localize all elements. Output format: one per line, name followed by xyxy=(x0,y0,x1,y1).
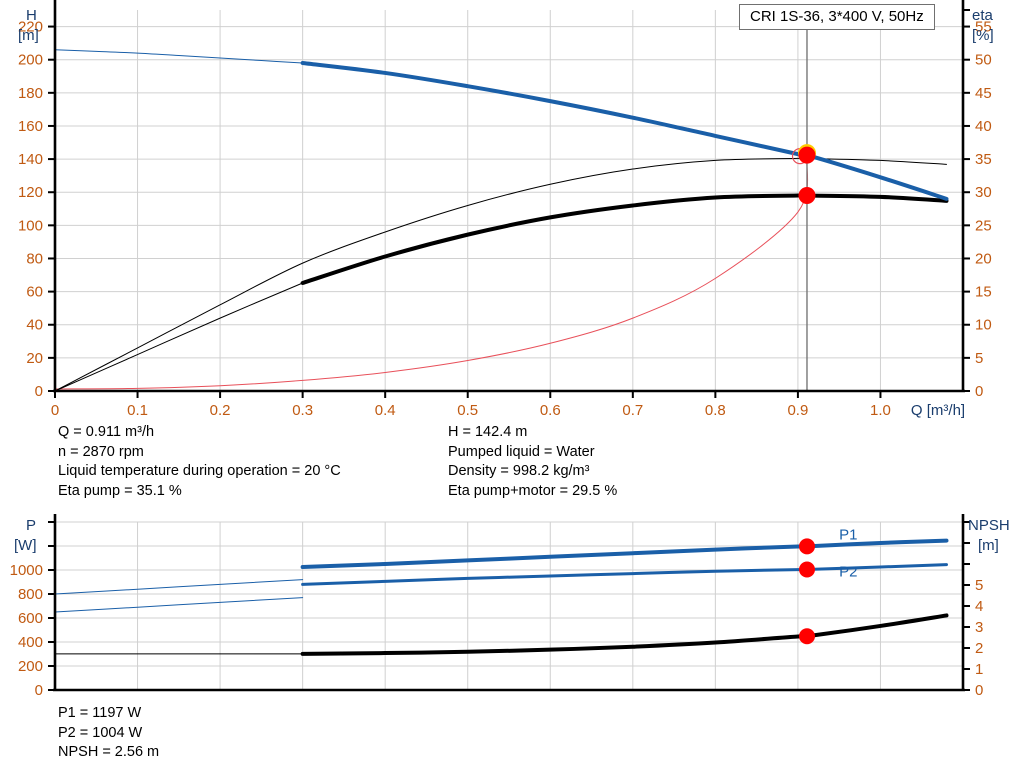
left-axis-unit: [m] xyxy=(18,27,39,44)
left-axis-tick-label: 0 xyxy=(35,383,43,400)
power-npsh-chart: 0 200 400 600 800 1000 0 1 2 3 4 5 P [W] NPSH [m] P1 P2 xyxy=(10,514,1010,699)
right-axis-tick-label: 4 xyxy=(975,598,983,615)
right-axis-tick-label: 45 xyxy=(975,85,992,102)
right-axis-tick-label: 35 xyxy=(975,151,992,168)
right-axis-tick-label: 20 xyxy=(975,250,992,267)
p1-curve xyxy=(300,538,949,569)
info-speed: n = 2870 rpm xyxy=(58,443,144,460)
info-density: Density = 998.2 kg/m³ xyxy=(448,463,590,479)
bottom-chart-group: 0 200 400 600 800 1000 0 1 2 3 4 5 P [W] NPSH [m] P1 P2 xyxy=(10,514,1010,699)
x-axis-tick-label: 0.6 xyxy=(540,402,561,419)
info-p1: P1 = 1197 W xyxy=(58,705,142,721)
info-npsh: NPSH = 2.56 m xyxy=(58,744,160,760)
head-curve xyxy=(300,61,949,201)
left-axis-title: H xyxy=(26,7,37,24)
left-axis-tick-label: 40 xyxy=(26,317,43,334)
duty-point-head xyxy=(798,146,816,164)
right-axis-tick-label: 5 xyxy=(975,577,983,594)
left-axis-tick-label: 1000 xyxy=(10,562,43,579)
right-axis-tick-label: 15 xyxy=(975,284,992,301)
left-axis-tick-label: 600 xyxy=(18,610,43,627)
right-axis-tick-label: 1 xyxy=(975,661,983,678)
p2-curve-thin xyxy=(54,597,304,613)
pump-title-text: CRI 1S-36, 3*400 V, 50Hz xyxy=(750,8,924,25)
left-axis-tick-label: 20 xyxy=(26,350,43,367)
right-axis-tick-label: 55 xyxy=(975,19,992,36)
info-pumped-liquid: Pumped liquid = Water xyxy=(448,443,595,460)
right-axis-title: eta xyxy=(972,7,994,24)
npsh-curve xyxy=(54,157,809,390)
info-head: H = 142.4 m xyxy=(448,424,528,440)
eta-pump-motor-curve xyxy=(300,193,949,285)
right-axis-tick-label: 40 xyxy=(975,118,992,135)
left-axis-tick-label: 160 xyxy=(18,118,43,135)
top-chart-group: 0 20 40 60 80 100 120 140 160 180 200 220 0 5 10 15 20 25… xyxy=(18,0,994,419)
duty-point-eta xyxy=(798,187,816,205)
right-axis-tick-label: 30 xyxy=(975,184,992,201)
right-axis-tick-label: 0 xyxy=(975,383,983,400)
info-flow: Q = 0.911 m³/h xyxy=(58,424,155,440)
left-axis-tick-label: 220 xyxy=(18,19,43,36)
x-axis-tick-label: 0.9 xyxy=(787,402,808,419)
x-axis-tick-label: 0.8 xyxy=(705,402,726,419)
info-eta-pump: Eta pump = 35.1 % xyxy=(58,482,182,499)
right-axis-tick-label: 2 xyxy=(975,640,983,657)
left-axis-unit: [W] xyxy=(14,537,37,554)
info-liquid-temperature: Liquid temperature during operation = 20… xyxy=(58,463,341,479)
left-axis-tick-label: 400 xyxy=(18,634,43,651)
left-axis-tick-label: 200 xyxy=(18,658,43,675)
x-axis-tick-label: 0.7 xyxy=(622,402,643,419)
duty-point-p2 xyxy=(798,561,815,578)
duty-info-right: H = 142.4 m Pumped liquid = Water Densit… xyxy=(448,423,617,501)
p2-curve xyxy=(301,563,948,586)
p1-curve-label: P1 xyxy=(839,526,857,543)
left-axis-tick-label: 200 xyxy=(18,52,43,69)
head-eta-chart: 0 20 40 60 80 100 120 140 160 180 200 220 0 5 10 15 20 25… xyxy=(18,0,994,419)
left-axis-tick-label: 80 xyxy=(26,250,43,267)
x-axis-tick-label: 0.4 xyxy=(375,402,396,419)
x-axis-tick-label: 0.1 xyxy=(127,402,148,419)
left-axis-title: P xyxy=(26,517,36,534)
right-axis-tick-label: 3 xyxy=(975,619,983,636)
right-axis-tick-label: 25 xyxy=(975,217,992,234)
left-axis-tick-label: 0 xyxy=(35,682,43,699)
p2-curve-label: P2 xyxy=(839,564,857,581)
duty-info-left: Q = 0.911 m³/h n = 2870 rpm Liquid tempe… xyxy=(58,423,341,501)
right-axis-title: NPSH xyxy=(968,517,1010,534)
left-axis-tick-label: 60 xyxy=(26,284,43,301)
duty-point-npsh xyxy=(798,628,815,645)
left-axis-tick-label: 120 xyxy=(18,184,43,201)
right-axis-tick-label: 50 xyxy=(975,52,992,69)
x-axis-tick-label: 0.2 xyxy=(210,402,231,419)
left-axis-tick-label: 140 xyxy=(18,151,43,168)
left-axis-tick-label: 180 xyxy=(18,85,43,102)
x-axis-tick-label: 0.3 xyxy=(292,402,313,419)
right-axis-tick-label: 10 xyxy=(975,317,992,334)
x-axis-tick-label: 1.0 xyxy=(870,402,891,419)
eta-pump-motor-curve-thin xyxy=(54,282,304,392)
x-axis-tick-label: 0.5 xyxy=(457,402,478,419)
right-axis-tick-label: 0 xyxy=(975,682,983,699)
right-axis-unit: [m] xyxy=(978,537,999,554)
duty-point-p1 xyxy=(798,538,815,555)
pump-title-box: CRI 1S-36, 3*400 V, 50Hz xyxy=(739,4,935,30)
head-curve-thin xyxy=(54,49,304,64)
plot-area-background xyxy=(55,10,963,391)
info-eta-pump-motor: Eta pump+motor = 29.5 % xyxy=(448,482,618,499)
info-p2: P2 = 1004 W xyxy=(58,724,143,741)
x-axis-title: Q [m³/h] xyxy=(911,402,965,419)
power-info: P1 = 1197 W P2 = 1004 W NPSH = 2.56 m xyxy=(58,704,159,763)
right-axis-tick-label: 5 xyxy=(975,350,983,367)
p1-curve-thin xyxy=(54,579,304,595)
left-axis-tick-label: 100 xyxy=(18,217,43,234)
npsh-curve xyxy=(300,613,949,656)
left-axis-tick-label: 800 xyxy=(18,586,43,603)
x-axis-tick-label: 0 xyxy=(51,402,59,419)
right-axis-unit: [%] xyxy=(972,27,994,44)
